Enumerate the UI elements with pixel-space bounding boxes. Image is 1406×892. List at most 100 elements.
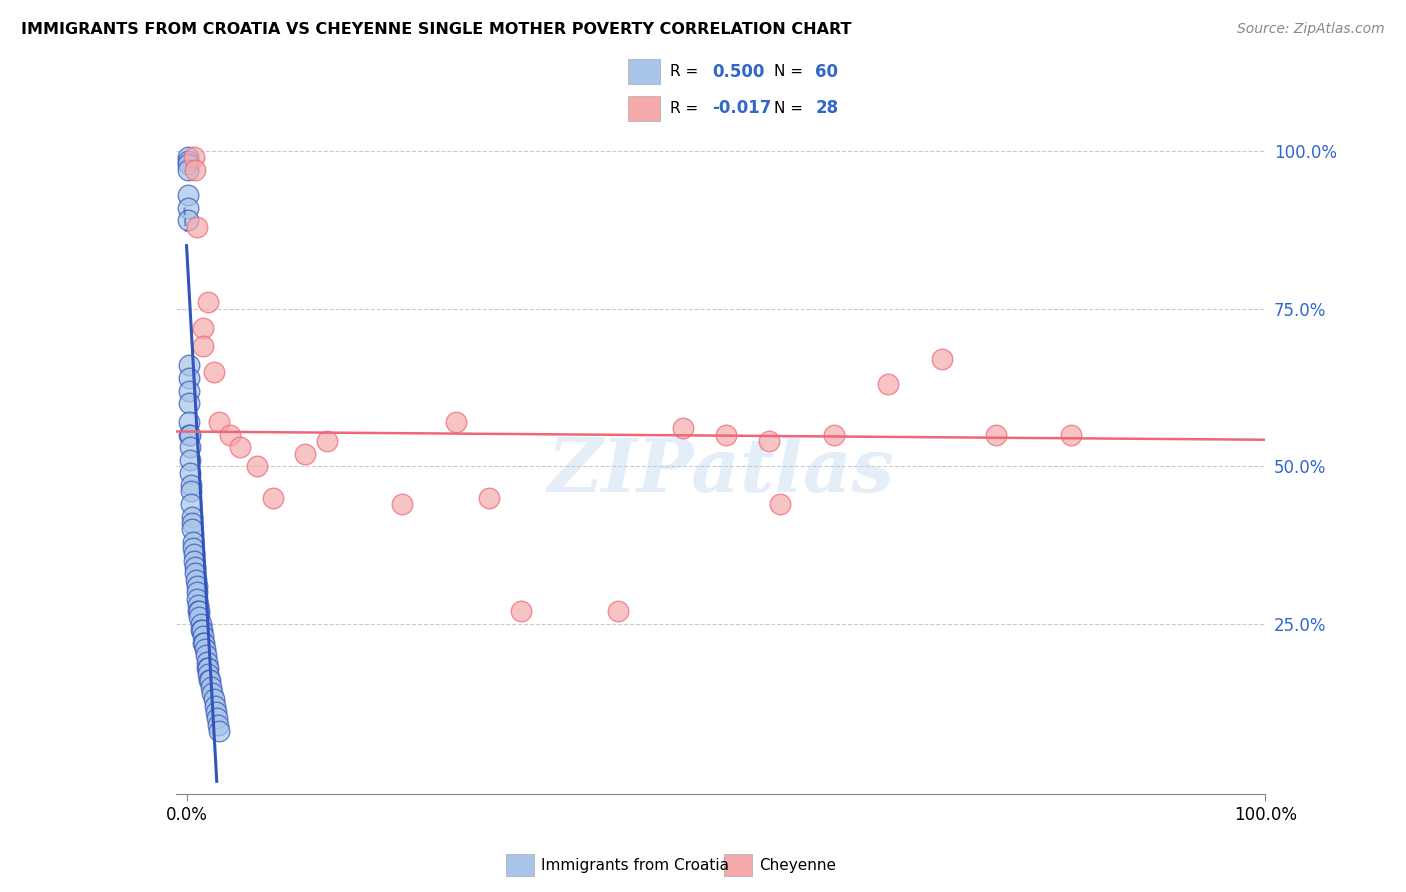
Point [190,616,212,631]
Point [183,151,205,165]
Point [229,440,252,454]
Point [187,604,209,618]
Point [191,629,214,643]
Point [176,157,198,171]
Point [200,680,222,694]
Point [180,478,202,492]
Text: N =: N = [773,64,803,79]
Point [446,415,468,429]
Point [177,371,200,385]
Point [876,377,898,392]
Point [176,201,198,215]
Point [176,151,198,165]
Point [198,673,221,688]
Point [931,352,953,367]
Point [180,484,202,499]
Text: ZIPatlas: ZIPatlas [547,434,894,508]
Point [179,466,201,480]
Text: Source: ZipAtlas.com: Source: ZipAtlas.com [1237,22,1385,37]
Point [177,396,200,410]
Point [177,415,200,429]
Point [181,534,204,549]
Point [246,459,269,474]
FancyBboxPatch shape [628,95,661,121]
Point [176,213,198,227]
Point [197,295,219,310]
Point [204,705,226,719]
Point [188,604,211,618]
Text: Cheyenne: Cheyenne [759,858,837,872]
Point [315,434,337,448]
Point [177,427,200,442]
Text: 28: 28 [815,100,838,118]
Point [176,153,198,168]
Point [179,427,201,442]
Text: R =: R = [671,101,699,116]
Point [183,554,205,568]
Point [195,655,218,669]
Point [179,453,201,467]
Point [190,623,212,637]
Point [202,365,225,379]
Point [176,188,198,202]
Point [510,604,533,618]
Point [262,491,284,505]
Point [188,610,211,624]
Point [208,723,231,738]
FancyBboxPatch shape [628,59,661,85]
Point [194,642,217,657]
Point [672,421,695,435]
Point [205,711,228,725]
Point [181,509,204,524]
Point [186,591,208,606]
Point [181,541,204,555]
Text: 0.500: 0.500 [713,62,765,80]
Point [823,427,845,442]
Point [184,566,207,581]
Point [714,427,737,442]
Point [984,427,1007,442]
Point [183,548,205,562]
Text: N =: N = [773,101,803,116]
Point [176,163,198,178]
Point [218,427,240,442]
Point [186,585,208,599]
Point [186,579,208,593]
Point [177,384,200,398]
Point [204,698,226,713]
Point [187,598,209,612]
Text: R =: R = [671,64,699,79]
Point [294,447,316,461]
Point [607,604,630,618]
Text: Immigrants from Croatia: Immigrants from Croatia [541,858,730,872]
Point [197,661,219,675]
Point [208,415,231,429]
Text: IMMIGRANTS FROM CROATIA VS CHEYENNE SINGLE MOTHER POVERTY CORRELATION CHART: IMMIGRANTS FROM CROATIA VS CHEYENNE SING… [21,22,852,37]
Point [186,219,208,234]
Point [181,516,204,530]
Point [197,667,219,681]
Point [191,339,214,353]
Point [186,573,208,587]
Point [207,717,229,731]
Point [1060,427,1083,442]
Point [184,163,207,178]
Point [179,440,201,454]
Point [769,497,792,511]
Point [201,686,224,700]
Point [193,635,215,649]
Point [391,497,413,511]
Point [478,491,501,505]
Point [184,560,207,574]
Point [200,673,222,688]
Point [190,623,212,637]
Point [194,648,217,663]
Text: -0.017: -0.017 [713,100,772,118]
Point [177,359,200,373]
Point [191,320,214,334]
Point [180,497,202,511]
Point [202,692,225,706]
Text: 60: 60 [815,62,838,80]
Point [195,661,218,675]
Point [181,522,204,536]
